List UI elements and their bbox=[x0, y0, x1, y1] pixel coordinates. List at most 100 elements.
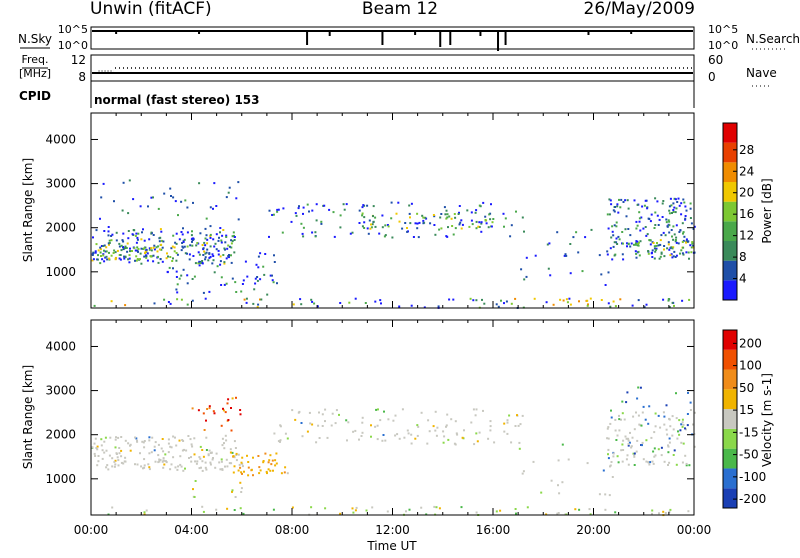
velocity-return bbox=[414, 437, 417, 440]
power-return bbox=[637, 250, 640, 253]
velocity-return bbox=[608, 494, 611, 497]
velocity-return bbox=[218, 461, 221, 464]
power-return bbox=[225, 282, 228, 285]
power-return bbox=[103, 244, 106, 247]
velocity-return bbox=[612, 452, 615, 455]
y-tick-label: 1000 bbox=[45, 472, 76, 486]
power-return bbox=[145, 256, 148, 259]
power-return bbox=[148, 238, 151, 241]
velocity-return bbox=[627, 439, 630, 442]
power-return bbox=[682, 198, 685, 201]
velocity-return bbox=[678, 433, 681, 436]
velocity-return bbox=[214, 466, 217, 469]
velocity-return bbox=[503, 422, 506, 425]
velocity-return bbox=[167, 451, 170, 454]
power-return bbox=[443, 206, 446, 209]
power-return bbox=[630, 242, 633, 245]
power-return bbox=[612, 209, 615, 212]
power-return bbox=[223, 283, 226, 286]
power-return bbox=[206, 242, 209, 245]
power-return bbox=[685, 238, 688, 241]
velocity-return bbox=[157, 443, 160, 446]
velocity-return bbox=[689, 401, 692, 404]
power-return bbox=[342, 203, 345, 206]
velocity-return bbox=[162, 457, 165, 460]
power-return bbox=[490, 225, 493, 228]
power-return bbox=[378, 232, 381, 235]
power-return bbox=[223, 262, 226, 265]
velocity-return bbox=[361, 421, 364, 424]
power-return bbox=[549, 274, 552, 277]
velocity-return bbox=[612, 455, 615, 458]
velocity-return bbox=[450, 418, 453, 421]
power-return bbox=[176, 253, 179, 256]
velocity-return bbox=[685, 464, 688, 467]
velocity-return bbox=[136, 439, 138, 442]
x-tick-label: 04:00 bbox=[174, 523, 209, 537]
power-return bbox=[256, 276, 259, 278]
power-return bbox=[682, 253, 685, 256]
velocity-return bbox=[630, 445, 633, 448]
power-return bbox=[302, 226, 305, 229]
power-return bbox=[297, 207, 300, 210]
velocity-return bbox=[550, 479, 553, 482]
velocity-return bbox=[641, 411, 644, 414]
power-return bbox=[268, 209, 271, 212]
velocity-return bbox=[324, 408, 327, 411]
power-return bbox=[685, 241, 687, 244]
velocity-return bbox=[229, 448, 232, 451]
velocity-return bbox=[692, 423, 694, 426]
power-return bbox=[157, 207, 160, 210]
velocity-return bbox=[688, 464, 691, 467]
power-return bbox=[139, 258, 141, 261]
power-return bbox=[266, 293, 269, 296]
velocity-return bbox=[269, 469, 272, 472]
power-return bbox=[276, 208, 279, 211]
power-return bbox=[521, 216, 524, 219]
velocity-return bbox=[669, 508, 672, 511]
power-return bbox=[649, 239, 652, 242]
power-return bbox=[681, 222, 684, 225]
power-return bbox=[143, 255, 146, 258]
velocity-return bbox=[334, 422, 337, 425]
power-return bbox=[381, 214, 384, 217]
power-return bbox=[137, 250, 139, 253]
power-return bbox=[472, 299, 475, 302]
power-return bbox=[108, 251, 110, 254]
velocity-return bbox=[644, 418, 647, 421]
power-return bbox=[445, 209, 448, 212]
power-return bbox=[687, 240, 690, 243]
velocity-return bbox=[681, 421, 684, 424]
velocity-return bbox=[204, 461, 207, 464]
power-return bbox=[523, 230, 525, 233]
power-return bbox=[195, 244, 198, 247]
velocity-return bbox=[635, 450, 638, 453]
power-return bbox=[128, 261, 131, 264]
power-return bbox=[146, 252, 149, 255]
velocity-return bbox=[174, 466, 177, 469]
power-return bbox=[181, 233, 184, 236]
velocity-return bbox=[150, 451, 153, 454]
velocity-return bbox=[653, 455, 656, 458]
power-return bbox=[320, 220, 323, 223]
velocity-return bbox=[283, 471, 286, 474]
power-return bbox=[144, 249, 147, 252]
power-return bbox=[584, 236, 587, 239]
velocity-return bbox=[671, 415, 674, 418]
velocity-return bbox=[384, 439, 387, 442]
velocity-return bbox=[675, 463, 678, 466]
power-return bbox=[132, 198, 135, 201]
power-return bbox=[269, 274, 272, 277]
power-return bbox=[660, 234, 663, 237]
power-return bbox=[148, 248, 151, 251]
velocity-return bbox=[269, 454, 272, 457]
power-return bbox=[654, 224, 657, 226]
power-return bbox=[608, 213, 611, 216]
power-return bbox=[372, 205, 375, 208]
power-return bbox=[119, 254, 122, 256]
velocity-return bbox=[460, 506, 463, 509]
velocity-return bbox=[117, 436, 120, 439]
